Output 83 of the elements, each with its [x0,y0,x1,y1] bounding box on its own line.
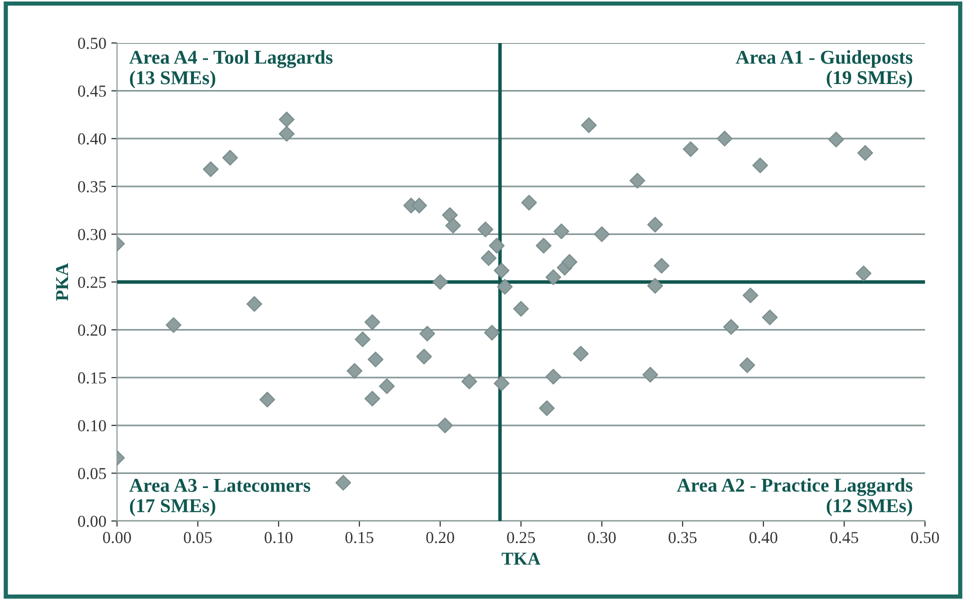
point [432,274,448,290]
point [416,348,432,364]
point [723,319,739,335]
point [364,314,380,330]
point [246,296,262,312]
point [354,332,370,348]
point [536,238,552,254]
y-tick-label: 0.25 [78,276,106,288]
x-axis-title: TKA [502,552,540,565]
y-tick-label: 0.40 [78,133,106,145]
x-tick-label: 0.50 [911,532,939,544]
annotation: Area A1 - Guideposts (19 SMEs) [736,50,912,88]
x-tick-label: 0.30 [588,532,616,544]
point [539,400,555,416]
point [478,222,494,238]
x-tick-label: 0.35 [668,532,697,544]
point [630,172,646,188]
x-tick-label: 0.00 [103,532,131,544]
y-tick-label: 0.30 [78,228,106,240]
point [346,363,362,379]
point [335,474,352,491]
point [494,262,510,278]
x-tick-label: 0.05 [184,532,212,544]
point [259,392,276,408]
point [368,352,384,368]
y-tick-label: 0.20 [78,324,106,336]
point [278,112,295,128]
point [494,376,510,392]
y-tick-label: 0.45 [78,86,106,97]
point [202,161,219,178]
point [545,269,562,286]
point [562,254,578,270]
point [856,266,872,282]
point [480,250,497,266]
point [222,150,238,166]
y-tick-label: 0.10 [78,420,106,432]
point [742,288,758,304]
point [437,418,453,434]
point [166,317,182,333]
point [411,198,428,214]
point [442,207,458,223]
point [488,238,505,254]
point [654,258,670,274]
x-tick-label: 0.10 [264,532,293,544]
x-tick-label: 0.45 [830,532,858,544]
point [521,194,537,210]
x-tick-label: 0.40 [749,532,778,544]
y-tick-label: 0.50 [78,38,106,50]
point [379,378,395,394]
point [752,158,768,174]
point [857,145,874,161]
annotation: Area A3 - Latecomers (17 SMEs) [129,478,310,516]
point [642,366,658,383]
point [682,141,699,157]
point [497,278,513,295]
y-tick-label: 0.00 [78,516,106,528]
y-axis-title: PKA [56,263,68,301]
point [594,226,610,242]
x-tick-label: 0.25 [507,532,535,544]
y-tick-label: 0.05 [78,468,106,480]
point [739,357,756,374]
point [445,218,461,234]
point [461,374,478,390]
point [364,390,380,406]
point [484,324,500,341]
x-tick-label: 0.15 [345,532,374,544]
point [278,126,295,142]
point [545,368,562,384]
y-tick-label: 0.15 [78,372,106,384]
point [513,300,529,317]
point [647,216,663,232]
point [419,326,436,342]
point [828,132,844,148]
point [554,223,570,240]
x-tick-label: 0.20 [426,532,454,544]
annotation: Area A4 - Tool Laggards (13 SMEs) [129,50,333,88]
annotation: Area A2 - Practice Laggards (12 SMEs) [676,478,912,516]
point [647,278,663,294]
point [572,346,589,362]
point [716,130,732,146]
y-tick-label: 0.35 [78,181,106,192]
point [762,310,778,326]
point [581,117,597,134]
